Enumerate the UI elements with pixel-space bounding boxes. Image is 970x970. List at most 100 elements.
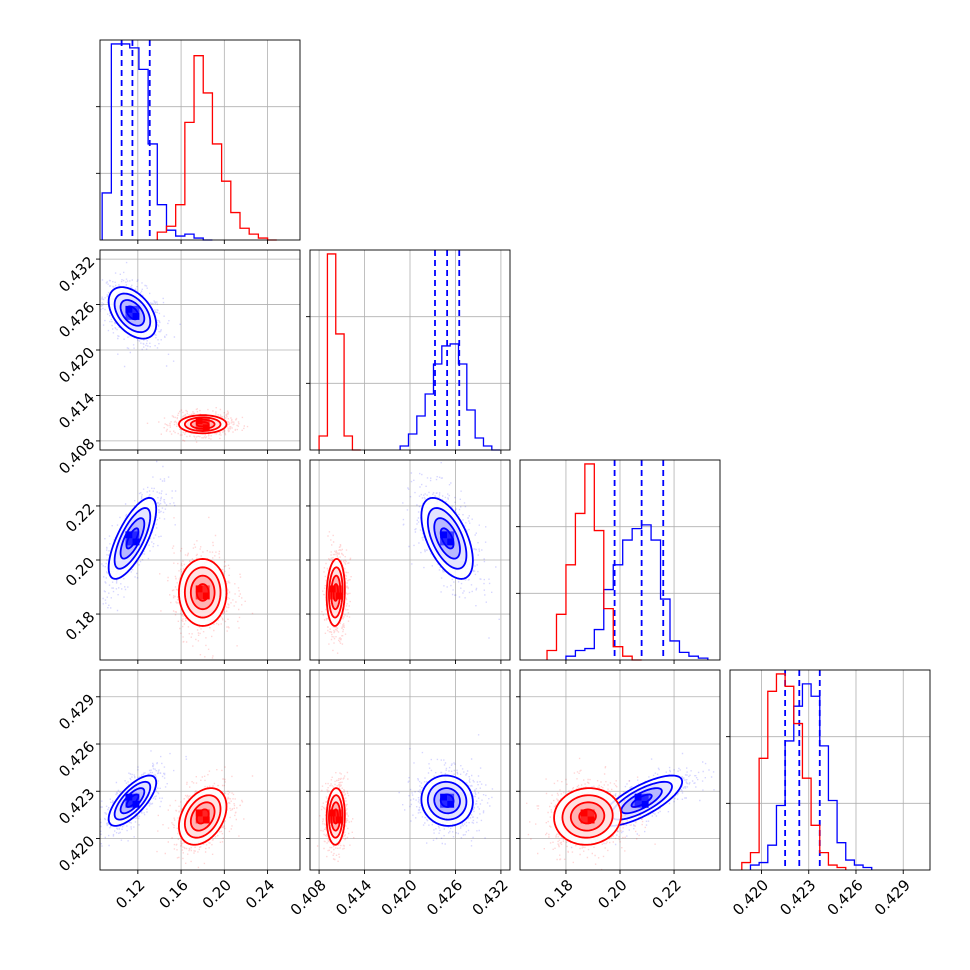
contour-red <box>195 583 210 602</box>
contour-red <box>189 574 216 611</box>
contour-red <box>325 787 346 846</box>
contour-red <box>325 558 346 627</box>
contour-red <box>332 583 339 602</box>
contour-red <box>332 808 339 825</box>
density-core-blue <box>447 800 455 808</box>
density-core-red <box>335 809 343 817</box>
density-core-blue <box>132 312 140 320</box>
x-tick-label-1-4: 0.432 <box>469 876 512 919</box>
density-core-red <box>202 592 210 600</box>
contour-blue <box>107 286 158 340</box>
panel-frame <box>99 669 301 871</box>
density-core-red <box>580 816 588 824</box>
x-tick-label-2-1: 0.20 <box>594 876 630 912</box>
contour-blue <box>125 527 140 550</box>
marginal-panel-1 <box>306 249 511 454</box>
density-core-red <box>195 592 203 600</box>
y-tick-label-1-1: 0.414 <box>55 389 98 432</box>
x-tick-label-1-3: 0.426 <box>423 876 466 919</box>
contour-blue <box>113 780 152 821</box>
scatter-panel-0-1 <box>96 249 301 454</box>
contour-blue <box>119 517 146 560</box>
contour-red <box>178 558 228 627</box>
x-tick-label-3-2: 0.426 <box>824 876 867 919</box>
density-core-red <box>202 585 210 593</box>
contour-red <box>578 808 597 825</box>
contour-red <box>328 794 344 839</box>
density-core-blue <box>125 538 133 546</box>
x-tick-label-0-1: 0.16 <box>155 876 191 912</box>
density-core-blue <box>447 538 455 546</box>
x-tick-label-3-0: 0.420 <box>729 876 772 919</box>
density-core-blue <box>125 531 133 539</box>
x-tick-label-2-2: 0.22 <box>648 876 684 912</box>
contour-red <box>183 794 222 839</box>
panel-frame <box>99 39 301 241</box>
contour-blue <box>439 793 455 808</box>
contour-red <box>330 574 342 611</box>
y-tick-label-1-3: 0.426 <box>55 298 98 341</box>
density-core-blue <box>641 800 649 808</box>
density-core-blue <box>440 793 448 801</box>
y-tick-label-3-1: 0.423 <box>55 785 98 828</box>
histogram-blue-3 <box>749 683 873 870</box>
contour-blue <box>125 305 140 321</box>
contour-red <box>178 414 228 435</box>
histogram-blue-1 <box>399 343 501 451</box>
density-core-blue <box>125 305 133 313</box>
x-tick-label-3-3: 0.429 <box>871 876 914 919</box>
scatter-panel-2-3 <box>516 669 721 874</box>
contour-red <box>195 808 210 825</box>
scatter-panel-1-2 <box>306 459 511 664</box>
x-tick-label-2-0: 0.18 <box>540 876 576 912</box>
density-core-red <box>195 816 203 824</box>
x-tick-label-1-0: 0.408 <box>287 876 330 919</box>
density-core-red <box>335 585 343 593</box>
y-tick-label-1-0: 0.408 <box>55 435 98 478</box>
y-tick-label-3-3: 0.429 <box>55 690 98 733</box>
contour-blue <box>113 292 152 334</box>
contour-red <box>178 787 228 846</box>
density-core-blue <box>440 800 448 808</box>
contour-blue <box>119 787 146 815</box>
contour-blue <box>426 507 468 570</box>
density-core-blue <box>641 793 649 801</box>
scatter-panel-0-2 <box>96 459 301 664</box>
marginal-panel-0 <box>96 39 301 244</box>
y-tick-label-3-2: 0.426 <box>55 738 98 781</box>
x-tick-label-0-2: 0.20 <box>199 876 235 912</box>
contour-blue <box>433 787 461 815</box>
y-tick-label-2-2: 0.22 <box>62 500 98 536</box>
density-core-blue <box>132 800 140 808</box>
density-core-red <box>587 816 595 824</box>
density-core-red <box>328 592 336 600</box>
x-tick-label-1-1: 0.414 <box>332 876 375 919</box>
contour-blue <box>113 507 152 570</box>
contour-blue <box>420 496 474 580</box>
density-core-red <box>202 809 210 817</box>
density-core-red <box>195 585 203 593</box>
contour-red <box>189 801 216 832</box>
y-tick-label-2-1: 0.20 <box>62 554 98 590</box>
density-core-red <box>580 809 588 817</box>
density-core-blue <box>132 538 140 546</box>
contour-red <box>561 794 614 839</box>
contour-blue <box>119 299 146 327</box>
density-core-blue <box>440 531 448 539</box>
density-core-blue <box>447 793 455 801</box>
marginal-panel-2 <box>516 459 721 664</box>
contour-red <box>328 566 344 619</box>
histogram-blue-0 <box>101 43 213 241</box>
histogram-red-1 <box>318 253 361 451</box>
contour-blue <box>107 496 158 580</box>
marginal-panel-3 <box>726 669 931 874</box>
contour-red <box>195 421 210 428</box>
density-core-blue <box>132 531 140 539</box>
density-core-red <box>328 816 336 824</box>
y-tick-label-1-4: 0.432 <box>55 253 98 296</box>
density-core-blue <box>634 793 642 801</box>
scatter-panel-0-3 <box>96 669 301 874</box>
x-tick-label-3-1: 0.423 <box>776 876 819 919</box>
x-tick-label-0-0: 0.12 <box>112 876 148 912</box>
density-core-blue <box>125 800 133 808</box>
